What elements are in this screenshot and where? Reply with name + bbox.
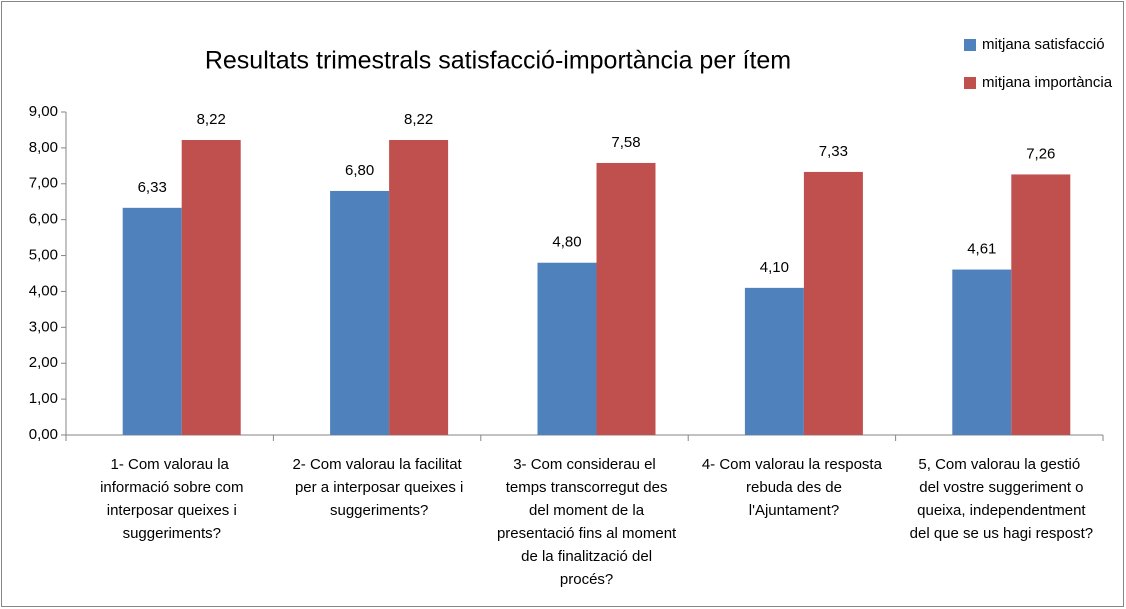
data-label: 7,26 (1026, 145, 1055, 162)
x-tick-label: 4- Com valorau la resposta rebuda des de… (702, 456, 883, 519)
chart-title: Resultats trimestrals satisfacció-import… (205, 47, 791, 75)
data-label: 6,33 (138, 179, 167, 196)
data-label: 8,22 (404, 111, 433, 128)
data-label: 4,10 (760, 259, 789, 276)
legend-swatch (964, 39, 976, 51)
bar (1011, 174, 1071, 436)
bar (596, 162, 656, 435)
data-label: 7,58 (611, 134, 640, 151)
bar (537, 262, 597, 435)
y-tick-label: 4,00 (29, 282, 58, 299)
bar (389, 139, 449, 435)
bar (803, 171, 863, 435)
bar (181, 139, 241, 435)
y-tick-label: 0,00 (29, 426, 58, 443)
data-label: 7,33 (819, 143, 848, 160)
y-tick-label: 5,00 (29, 247, 58, 264)
y-tick-label: 9,00 (29, 103, 58, 120)
bar (952, 269, 1012, 435)
data-label: 6,80 (345, 162, 374, 179)
bar (330, 190, 390, 435)
x-tick-label: 3- Com considerau el temps transcorregut… (493, 456, 677, 588)
y-tick-label: 6,00 (29, 211, 58, 228)
y-tick-label: 8,00 (29, 139, 58, 156)
legend-swatch (964, 77, 976, 89)
legend-label: mitjana satisfacció (982, 36, 1105, 53)
data-label: 4,61 (967, 241, 996, 258)
legend-label: mitjana importància (982, 74, 1113, 91)
bar (122, 207, 182, 435)
data-label: 8,22 (197, 111, 226, 128)
bar (744, 287, 804, 435)
data-label: 4,80 (552, 234, 581, 251)
x-tick-label: 5, Com valorau la gestió del vostre sugg… (905, 456, 1093, 542)
x-tick-label: 1- Com valorau la informació sobre com i… (96, 456, 244, 542)
y-tick-label: 2,00 (29, 354, 58, 371)
x-tick-label: 2- Com valorau la facilitat per a interp… (291, 456, 464, 519)
y-tick-label: 7,00 (29, 175, 58, 192)
y-tick-label: 1,00 (29, 390, 58, 407)
y-tick-label: 3,00 (29, 318, 58, 335)
